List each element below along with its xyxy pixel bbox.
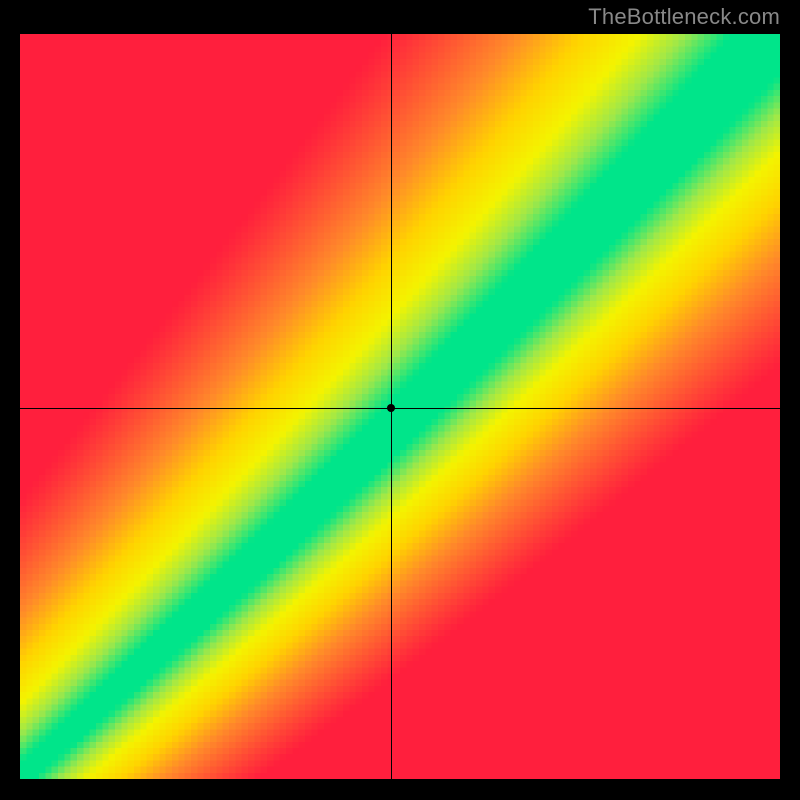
plot-area xyxy=(20,34,780,779)
watermark-text: TheBottleneck.com xyxy=(588,4,780,30)
data-point-marker xyxy=(387,404,395,412)
crosshair-horizontal xyxy=(20,408,780,409)
bottleneck-heatmap xyxy=(20,34,780,779)
chart-container: TheBottleneck.com xyxy=(0,0,800,800)
